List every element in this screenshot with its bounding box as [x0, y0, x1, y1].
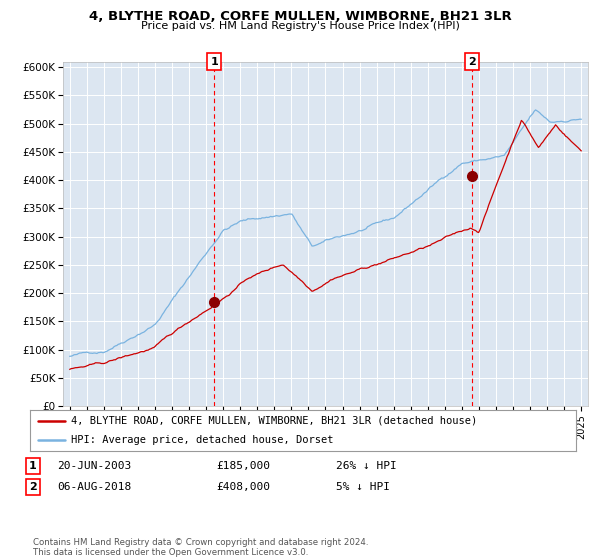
Text: HPI: Average price, detached house, Dorset: HPI: Average price, detached house, Dors…: [71, 435, 334, 445]
Text: 26% ↓ HPI: 26% ↓ HPI: [336, 461, 397, 471]
Text: 20-JUN-2003: 20-JUN-2003: [57, 461, 131, 471]
Text: 4, BLYTHE ROAD, CORFE MULLEN, WIMBORNE, BH21 3LR (detached house): 4, BLYTHE ROAD, CORFE MULLEN, WIMBORNE, …: [71, 416, 477, 426]
Text: £408,000: £408,000: [216, 482, 270, 492]
Text: 06-AUG-2018: 06-AUG-2018: [57, 482, 131, 492]
Text: Price paid vs. HM Land Registry's House Price Index (HPI): Price paid vs. HM Land Registry's House …: [140, 21, 460, 31]
Text: 5% ↓ HPI: 5% ↓ HPI: [336, 482, 390, 492]
Text: 4, BLYTHE ROAD, CORFE MULLEN, WIMBORNE, BH21 3LR: 4, BLYTHE ROAD, CORFE MULLEN, WIMBORNE, …: [89, 10, 511, 22]
Text: £185,000: £185,000: [216, 461, 270, 471]
Text: Contains HM Land Registry data © Crown copyright and database right 2024.
This d: Contains HM Land Registry data © Crown c…: [33, 538, 368, 557]
Text: 2: 2: [468, 57, 476, 67]
Text: 1: 1: [211, 57, 218, 67]
Text: 2: 2: [29, 482, 37, 492]
Text: 1: 1: [29, 461, 37, 471]
